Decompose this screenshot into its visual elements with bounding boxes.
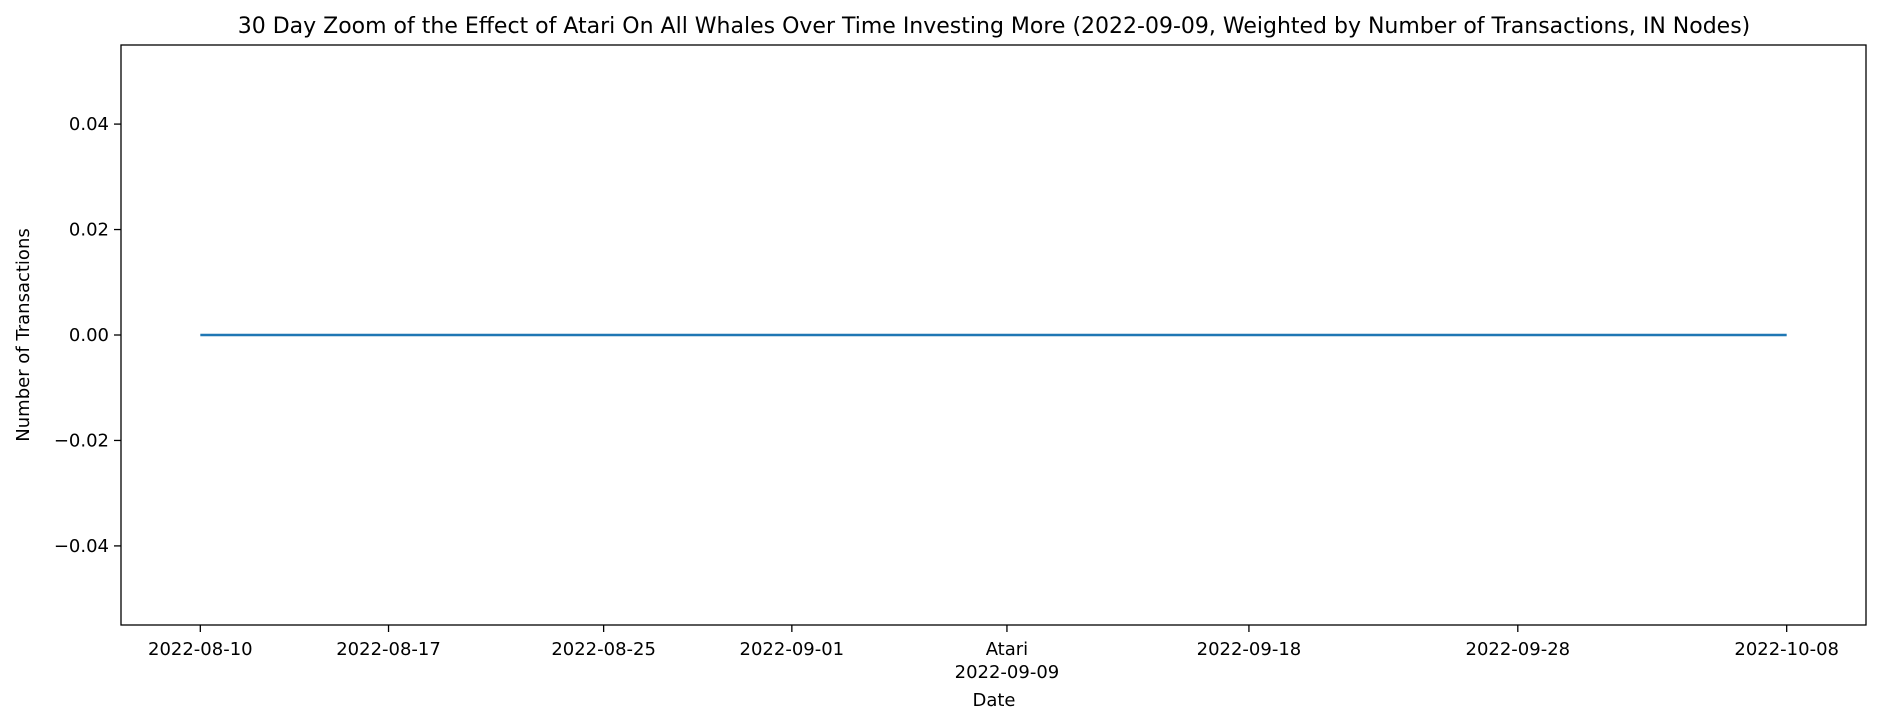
x-axis: 2022-08-10 2022-08-17 2022-08-25 2022-09-01… <box>148 625 1839 683</box>
y-tick-label: 0.04 <box>69 114 109 135</box>
x-tick-label: 2022-09-28 <box>1466 639 1571 660</box>
y-tick-label: −0.04 <box>54 536 109 557</box>
y-tick-label: 0.00 <box>69 325 109 346</box>
x-tick-label: 2022-09-01 <box>740 639 845 660</box>
y-tick-label: −0.02 <box>54 430 109 451</box>
x-axis-label: Date <box>972 690 1015 711</box>
x-tick-label: 2022-10-08 <box>1734 639 1839 660</box>
x-tick-label: 2022-09-18 <box>1197 639 1302 660</box>
x-tick-label: 2022-08-10 <box>148 639 253 660</box>
x-tick-label: 2022-08-17 <box>336 639 441 660</box>
x-tick-sublabel: 2022-09-09 <box>955 662 1060 683</box>
x-tick-label: Atari <box>986 639 1029 660</box>
y-axis: 0.04 0.02 0.00 −0.02 −0.04 <box>54 114 121 557</box>
y-axis-label: Number of Transactions <box>13 228 34 441</box>
x-tick-label: 2022-08-25 <box>551 639 656 660</box>
y-tick-label: 0.02 <box>69 220 109 241</box>
chart-title: 30 Day Zoom of the Effect of Atari On Al… <box>238 14 1751 39</box>
